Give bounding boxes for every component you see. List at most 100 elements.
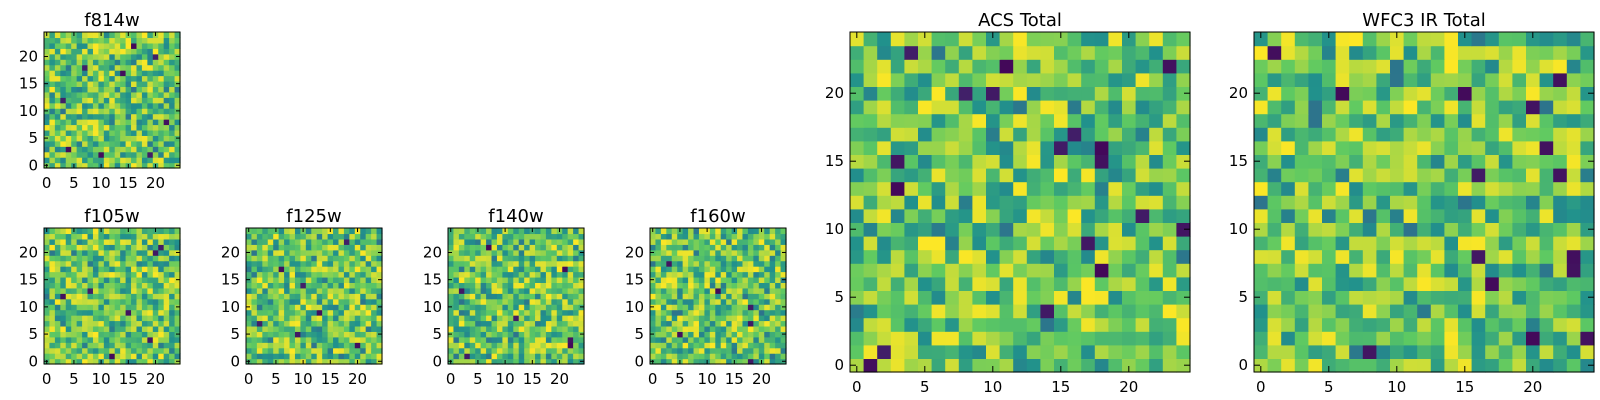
heatmap-cell (769, 315, 776, 322)
heatmap-cell (507, 315, 514, 322)
heatmap-cell (863, 195, 878, 210)
heatmap-cell (567, 238, 574, 245)
heatmap-cell (141, 151, 148, 158)
heatmap-cell (141, 59, 148, 66)
heatmap-cell (49, 244, 56, 251)
heatmap-cell (163, 97, 170, 104)
heatmap-cell (289, 276, 296, 283)
heatmap-cell (338, 249, 345, 256)
heatmap-cell (1376, 195, 1391, 210)
heatmap-cell (1108, 304, 1123, 319)
heatmap-cell (1458, 290, 1473, 305)
heatmap-cell (87, 162, 94, 169)
heatmap-cell (769, 293, 776, 300)
heatmap-cell (518, 260, 525, 267)
heatmap-cell (311, 336, 318, 343)
heatmap-cell (1403, 208, 1418, 223)
heatmap-cell (1081, 317, 1096, 332)
heatmap-cell (354, 347, 361, 354)
heatmap-cell (562, 260, 569, 267)
heatmap-cell (251, 298, 258, 305)
heatmap-cell (850, 45, 865, 60)
heatmap-cell (92, 358, 99, 365)
heatmap-cell (87, 320, 94, 327)
heatmap-cell (256, 309, 263, 316)
heatmap-cell (1122, 358, 1137, 373)
heatmap-cell (1566, 317, 1581, 332)
heatmap-cell (371, 271, 378, 278)
heatmap-cell (491, 353, 498, 360)
heatmap-cell (60, 140, 67, 147)
heatmap-cell (92, 151, 99, 158)
heatmap-cell (311, 287, 318, 294)
panel-title: WFC3 IR Total (1362, 10, 1485, 31)
heatmap-cell (464, 233, 471, 240)
heatmap-cell (469, 358, 476, 365)
heatmap-cell (131, 157, 138, 164)
heatmap-cell (87, 233, 94, 240)
heatmap-cell (540, 244, 547, 251)
heatmap-cell (251, 358, 258, 365)
heatmap-cell (1403, 331, 1418, 346)
heatmap-cell (666, 336, 673, 343)
heatmap-cell (464, 260, 471, 267)
heatmap-cell (289, 233, 296, 240)
heatmap-cell (551, 249, 558, 256)
heatmap-cell (688, 293, 695, 300)
x-tick-label: 10 (983, 378, 1002, 396)
heatmap-cell (1539, 127, 1554, 142)
heatmap-cell (1054, 276, 1069, 291)
heatmap-cell (1580, 317, 1595, 332)
heatmap-cell (502, 244, 509, 251)
heatmap-cell (464, 255, 471, 262)
heatmap-cell (502, 255, 509, 262)
heatmap-cell (158, 347, 165, 354)
heatmap-cell (769, 228, 776, 235)
heatmap-cell (999, 59, 1014, 74)
heatmap-cell (136, 102, 143, 109)
heatmap-cell (1122, 331, 1137, 346)
heatmap-cell (529, 233, 536, 240)
heatmap-cell (758, 238, 765, 245)
heatmap-cell (945, 32, 960, 47)
heatmap-cell (284, 238, 291, 245)
heatmap-cell (688, 228, 695, 235)
heatmap-cell (120, 293, 127, 300)
heatmap-cell (49, 108, 56, 115)
heatmap-cell (480, 309, 487, 316)
heatmap-cell (540, 287, 547, 294)
heatmap-cell (1471, 86, 1486, 101)
heatmap-cell (1254, 317, 1269, 332)
heatmap-cell (556, 276, 563, 283)
heatmap-cell (945, 290, 960, 305)
heatmap-cell (333, 304, 340, 311)
heatmap-cell (141, 129, 148, 136)
heatmap-cell (1444, 168, 1459, 183)
heatmap-cell (480, 320, 487, 327)
heatmap-cell (986, 32, 1001, 47)
heatmap-cell (758, 304, 765, 311)
heatmap-cell (1149, 331, 1164, 346)
heatmap-cell (1362, 304, 1377, 319)
heatmap-cell (1054, 127, 1069, 142)
heatmap-cell (158, 59, 165, 66)
tick-marks (650, 228, 786, 364)
heatmap-cell (1081, 358, 1096, 373)
heatmap-cell (945, 113, 960, 128)
heatmap-cell (92, 119, 99, 126)
heatmap-cell (147, 75, 154, 82)
heatmap-cell (769, 276, 776, 283)
heatmap-cell (1081, 59, 1096, 74)
heatmap-cell (305, 282, 312, 289)
heatmap-cell (1430, 32, 1445, 47)
heatmap-cell (1580, 304, 1595, 319)
heatmap-cell (1149, 32, 1164, 47)
heatmap-cell (1539, 154, 1554, 169)
heatmap-cells (44, 228, 181, 365)
heatmap-cell (44, 70, 51, 77)
heatmap-cell (671, 233, 678, 240)
heatmap-cell (890, 100, 905, 115)
heatmap-cell (327, 266, 334, 273)
heatmap-cell (114, 276, 121, 283)
heatmap-cell (475, 347, 482, 354)
